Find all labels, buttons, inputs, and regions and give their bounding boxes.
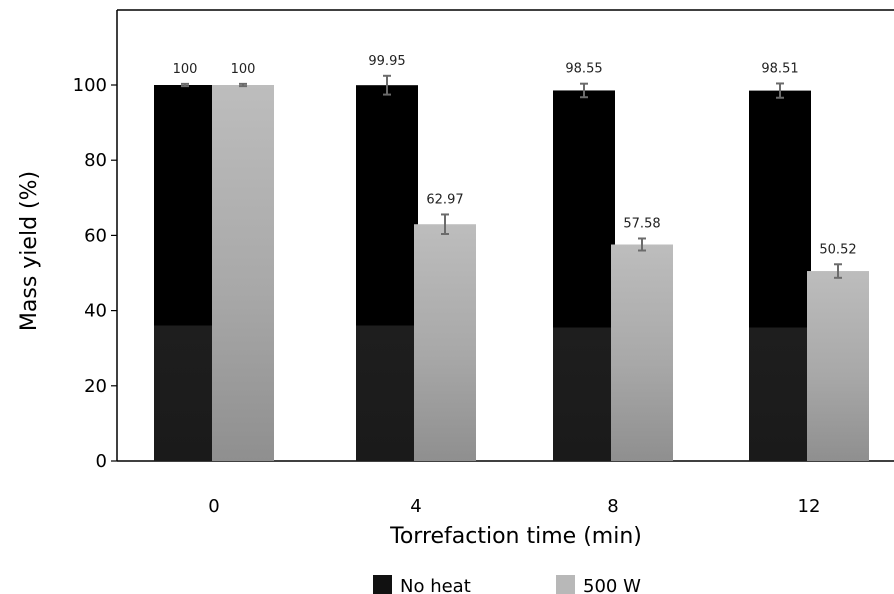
bar-no-heat-4 [356,85,418,462]
data-label-500w-12: 50.52 [819,242,856,257]
bar-500w-0 [212,85,274,461]
data-label-500w-0: 100 [231,62,256,77]
y-tick-label: 60 [84,225,107,246]
legend-label-no-heat: No heat [400,576,471,594]
data-label-no-heat-8: 98.55 [565,62,602,77]
x-tick-label: 8 [607,496,618,517]
x-tick-label: 0 [208,496,219,517]
x-tick-labels: 0 4 8 12 [208,496,820,517]
legend-label-500w: 500 W [583,576,641,594]
data-label-500w-4: 62.97 [426,192,463,207]
legend-swatch-no-heat [373,575,392,594]
x-axis-title: Torrefaction time (min) [389,524,642,549]
bar-no-heat-8 [553,90,615,462]
bar-500w-4 [414,224,476,461]
data-label-no-heat-12: 98.51 [761,61,798,76]
y-tick-label: 40 [84,301,107,322]
data-label-500w-8: 57.58 [623,216,660,231]
bar-no-heat-12 [749,90,811,461]
legend-swatch-500w [556,575,575,594]
bars-group [154,85,869,462]
y-tick-label: 20 [84,376,107,397]
bar-no-heat-0 [154,85,216,461]
x-tick-label: 12 [798,496,821,517]
error-bars-group [181,74,842,279]
legend: No heat 500 W [373,575,641,594]
data-label-no-heat-0: 100 [173,62,198,77]
bar-500w-8 [611,244,673,461]
data-label-no-heat-4: 99.95 [368,54,405,69]
x-tick-label: 4 [410,496,421,517]
y-axis-title: Mass yield (%) [17,171,42,331]
y-tick-labels: 0 20 40 60 80 100 [73,75,117,472]
y-tick-label: 0 [96,451,107,472]
y-tick-label: 100 [73,75,107,96]
data-labels-group: 100 99.95 98.55 98.51 100 62.97 57.58 50.52 [173,54,857,257]
bar-500w-12 [807,271,869,461]
y-tick-label: 80 [84,150,107,171]
